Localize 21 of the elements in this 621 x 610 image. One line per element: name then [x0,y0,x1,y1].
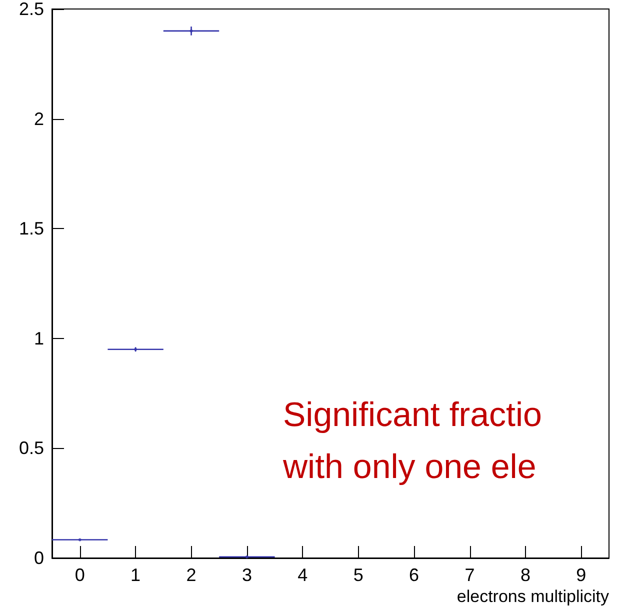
x-tick-label: 5 [353,565,364,585]
x-tick-label: 7 [464,565,475,585]
x-tick-label: 8 [520,565,530,585]
x-tick-label: 1 [130,565,141,585]
point [245,555,248,558]
x-tick-label: 6 [409,565,420,585]
y-tick-label: 0 [34,548,44,568]
point [190,29,193,32]
y-tick-label: 0.5 [18,438,44,458]
y-tick-label: 1 [34,328,44,348]
x-tick-label: 3 [242,565,252,585]
x-tick-label: 4 [298,565,308,585]
x-tick-label: 9 [576,565,586,585]
x-tick-label: 0 [74,565,85,585]
y-tick-label: 2.5 [18,0,44,19]
x-tick-label: 2 [186,565,196,585]
y-tick-label: 1.5 [18,218,44,239]
annotation: Significant fractio [283,396,542,434]
x-axis-title: electrons multiplicity [456,587,610,606]
annotation: with only one ele [282,448,536,486]
y-tick-label: 2 [34,108,44,129]
